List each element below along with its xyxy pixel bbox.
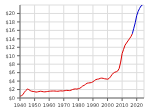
svg-text:1970: 1970 (57, 102, 70, 108)
svg-text:$8: $8 (9, 61, 15, 67)
svg-text:$0: $0 (9, 95, 15, 101)
svg-text:$4: $4 (9, 78, 15, 84)
svg-text:1980: 1980 (72, 102, 85, 108)
svg-text:1990: 1990 (87, 102, 100, 108)
svg-text:$20: $20 (8, 10, 15, 16)
svg-text:2010: 2010 (116, 102, 129, 108)
svg-text:$14: $14 (8, 36, 15, 42)
svg-text:1940: 1940 (14, 102, 27, 108)
svg-text:$10: $10 (8, 53, 15, 59)
svg-text:$2: $2 (9, 86, 15, 92)
svg-text:$6: $6 (9, 69, 15, 75)
svg-text:2000: 2000 (101, 102, 114, 108)
svg-text:$16: $16 (8, 27, 15, 33)
svg-text:1950: 1950 (28, 102, 41, 108)
svg-text:2020: 2020 (130, 102, 142, 108)
svg-text:1960: 1960 (43, 102, 56, 108)
svg-text:$12: $12 (8, 44, 15, 50)
svg-text:$18: $18 (8, 19, 15, 25)
